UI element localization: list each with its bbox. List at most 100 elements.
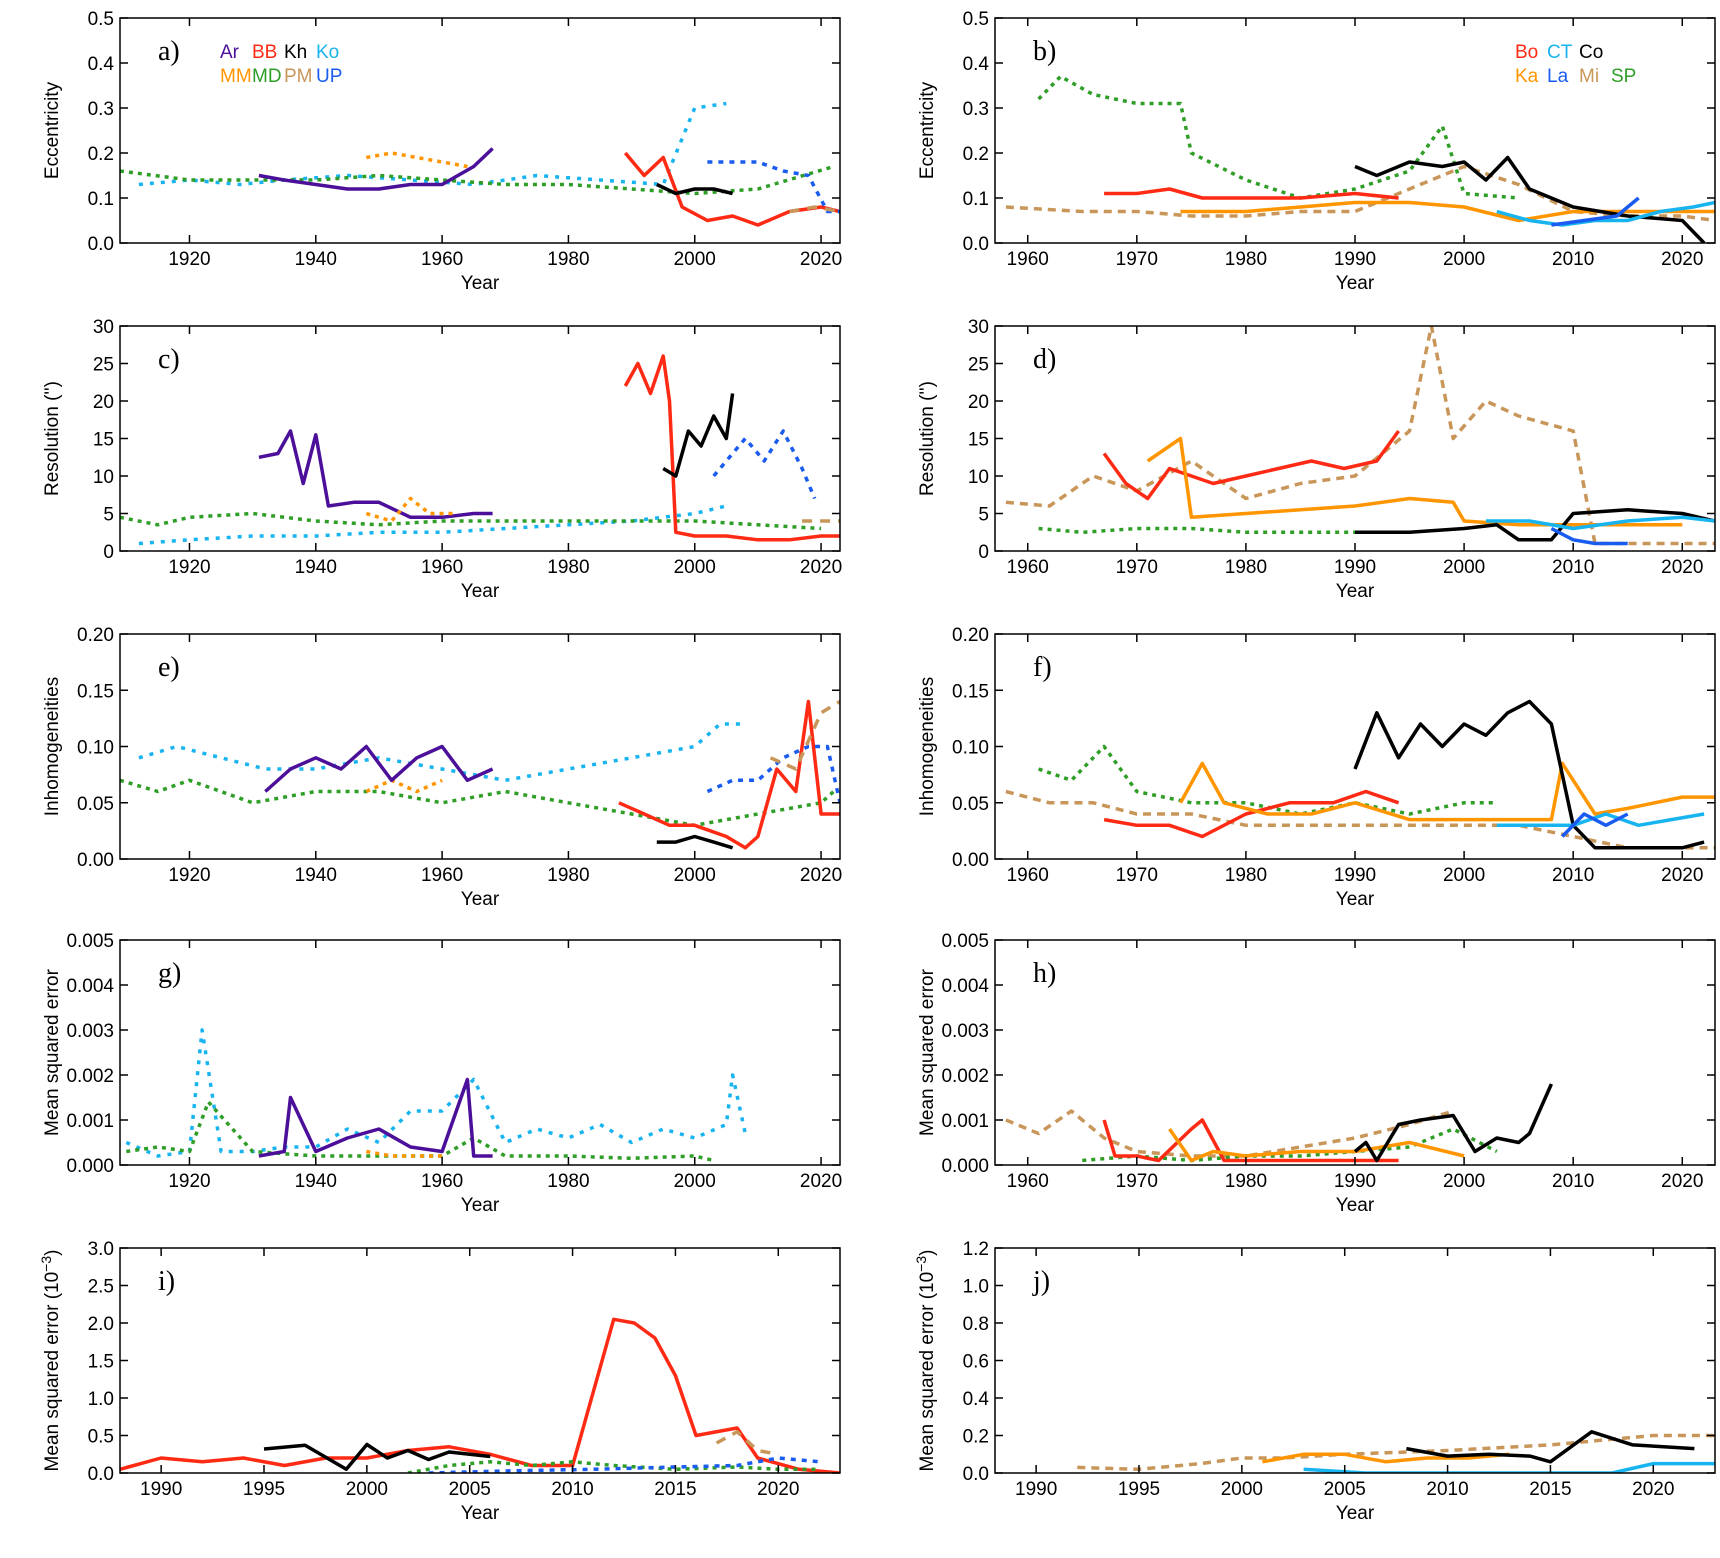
- series-line-Ar: [264, 744, 494, 793]
- panel-h: 1960 1970 1980 1990 2000 2010 2020 0.000 0.001 0.…: [917, 931, 1716, 1216]
- x-tick-label: 2015: [1529, 1479, 1571, 1500]
- x-tick-label: 2000: [674, 1171, 716, 1192]
- y-axis-title-exponent: −3: [38, 1256, 54, 1272]
- y-tick-label: 0.000: [941, 1156, 989, 1177]
- series-line-MD: [120, 511, 822, 531]
- y-axis-title-text: Eccentricity: [917, 81, 938, 179]
- y-tick-label: 2.0: [88, 1314, 114, 1335]
- legend-entry-Ar: Ar: [220, 42, 240, 63]
- series-line-Bo: [1103, 789, 1400, 839]
- y-tick-label: 1.2: [963, 1239, 989, 1260]
- x-tick-label: 1990: [1334, 557, 1376, 578]
- y-tick-label: 5: [103, 505, 114, 526]
- x-tick-label: 1970: [1116, 1171, 1158, 1192]
- x-axis-title: Year: [461, 273, 500, 294]
- y-tick-label: 2.5: [88, 1277, 114, 1298]
- x-tick-label: 1940: [295, 1171, 337, 1192]
- x-axis-title: Year: [461, 581, 500, 602]
- x-tick-label: 2020: [800, 1171, 842, 1192]
- x-axis-title: Year: [461, 889, 500, 910]
- y-tick-label: 10: [93, 467, 114, 488]
- legend-entry-MD: MD: [252, 66, 282, 87]
- series-line-MD: [407, 1460, 820, 1473]
- x-tick-label: 1990: [1334, 1171, 1376, 1192]
- x-tick-label: 2020: [800, 249, 842, 270]
- series-line-PM: [789, 205, 840, 214]
- x-tick-label: 2010: [1552, 557, 1594, 578]
- x-tick-label: 2000: [674, 249, 716, 270]
- legend-entry-MM: MM: [220, 66, 252, 87]
- x-tick-label: 2000: [1443, 1171, 1485, 1192]
- y-axis-title-close: ): [917, 1250, 938, 1256]
- y-axis-title-text: Eccentricity: [42, 81, 63, 179]
- series-line-La: [1551, 196, 1640, 227]
- y-axis-title: Inhomogeneities: [42, 677, 63, 816]
- x-tick-label: 2015: [654, 1479, 696, 1500]
- x-tick-label: 1980: [1225, 1171, 1267, 1192]
- y-tick-label: 0.0: [88, 234, 114, 255]
- x-tick-label: 2000: [346, 1479, 388, 1500]
- x-tick-label: 2000: [674, 865, 716, 886]
- panel-letter: h): [1033, 958, 1056, 989]
- series-line-Ka: [1178, 761, 1715, 822]
- x-tick-label: 2010: [1552, 249, 1594, 270]
- y-axis-title: Mean squared error: [42, 968, 63, 1136]
- y-axis-title-text: Mean squared error: [917, 968, 938, 1136]
- series-line-MM: [365, 151, 468, 169]
- series-line-CT: [1496, 812, 1705, 828]
- y-tick-label: 0.15: [77, 681, 114, 702]
- series-group: [1077, 1430, 1715, 1473]
- series-line-Kh: [263, 1442, 491, 1472]
- series-line-Ar: [258, 1077, 493, 1158]
- series-line-CT: [1496, 200, 1715, 227]
- series-line-MD: [126, 1100, 715, 1163]
- x-tick-label: 1960: [1007, 1171, 1049, 1192]
- series-line-SP: [1082, 1127, 1498, 1163]
- x-tick-label: 1980: [1225, 249, 1267, 270]
- y-tick-label: 3.0: [88, 1239, 114, 1260]
- x-tick-label: 1995: [243, 1479, 285, 1500]
- x-tick-label: 1960: [421, 1171, 463, 1192]
- series-line-Co: [1355, 508, 1715, 542]
- x-tick-label: 1920: [168, 865, 210, 886]
- series-line-UP: [712, 429, 817, 500]
- x-tick-label: 1960: [421, 865, 463, 886]
- series-line-La: [1561, 812, 1629, 838]
- x-tick-label: 2005: [449, 1479, 491, 1500]
- y-axis-title: Mean squared error (10−3): [38, 1250, 63, 1472]
- series-line-Mi: [1005, 789, 1715, 850]
- panel-letter: a): [158, 36, 180, 67]
- x-tick-label: 2020: [1661, 865, 1703, 886]
- legend-entry-Kh: Kh: [284, 42, 307, 63]
- y-tick-label: 0.5: [88, 1427, 114, 1448]
- panel-letter: c): [158, 344, 180, 375]
- x-tick-label: 1980: [1225, 557, 1267, 578]
- y-axis-title: Resolution (''): [42, 381, 63, 496]
- y-tick-label: 0.05: [952, 794, 989, 815]
- y-tick-label: 1.5: [88, 1352, 114, 1373]
- legend-entry-Co: Co: [1579, 42, 1603, 63]
- y-tick-label: 15: [968, 430, 989, 451]
- x-tick-label: 1940: [295, 249, 337, 270]
- series-line-Mi: [1005, 326, 1715, 546]
- y-tick-label: 0.2: [963, 1427, 989, 1448]
- y-axis-title-close: ): [42, 1250, 63, 1256]
- x-tick-label: 1960: [1007, 557, 1049, 578]
- series-line-UP: [707, 160, 840, 214]
- series-line-Bo: [1102, 429, 1401, 501]
- x-tick-label: 1970: [1116, 249, 1158, 270]
- y-axis-title: Mean squared error: [917, 968, 938, 1136]
- y-tick-label: 0.3: [963, 99, 989, 120]
- x-tick-label: 1990: [1334, 865, 1376, 886]
- x-tick-label: 1940: [295, 865, 337, 886]
- x-tick-label: 1990: [1015, 1479, 1057, 1500]
- x-tick-label: 1990: [1334, 249, 1376, 270]
- y-tick-label: 0.002: [941, 1066, 989, 1087]
- x-tick-label: 2020: [1661, 557, 1703, 578]
- y-tick-label: 0.0: [963, 1464, 989, 1485]
- panel-letter: d): [1033, 344, 1056, 375]
- y-tick-label: 0.003: [66, 1021, 114, 1042]
- plot-frame: [119, 17, 841, 244]
- y-tick-label: 20: [93, 392, 114, 413]
